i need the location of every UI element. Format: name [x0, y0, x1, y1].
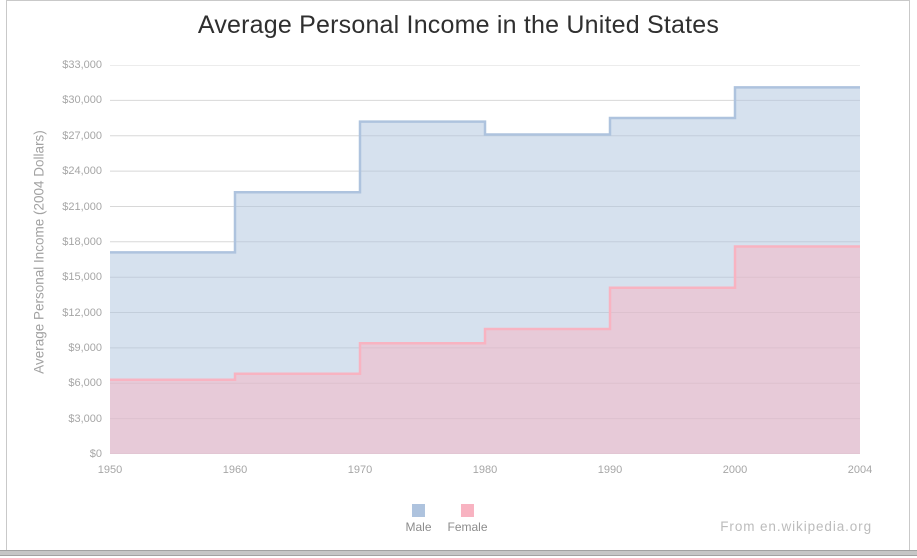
x-tick-label: 2004 — [847, 464, 873, 476]
y-tick-label: $33,000 — [62, 59, 102, 71]
y-tick-label: $0 — [89, 448, 102, 460]
legend-item-female: Female — [448, 504, 488, 534]
y-tick-label: $9,000 — [68, 341, 102, 354]
x-tick-label: 1950 — [97, 464, 123, 476]
y-tick-label: $12,000 — [62, 306, 102, 319]
attribution-text: From en.wikipedia.org — [720, 519, 872, 534]
area-female — [110, 246, 860, 454]
legend-swatch-female-icon — [461, 504, 474, 517]
chart-title: Average Personal Income in the United St… — [197, 11, 720, 39]
x-tick-label: 1980 — [472, 464, 498, 476]
x-tick-label: 2000 — [722, 464, 748, 476]
plot-area — [110, 65, 860, 454]
legend: Male Female — [405, 504, 488, 534]
legend-label-male: Male — [405, 520, 432, 534]
window-bottom-edge — [0, 550, 917, 556]
legend-item-male: Male — [405, 504, 432, 534]
y-tick-label: $15,000 — [62, 271, 102, 284]
y-tick-label: $3,000 — [68, 412, 102, 425]
y-tick-label: $18,000 — [62, 235, 102, 248]
y-tick-label: $24,000 — [62, 165, 102, 178]
x-tick-label: 1960 — [222, 464, 248, 476]
line-male — [110, 86, 860, 254]
y-tick-label: $27,000 — [62, 129, 102, 142]
y-tick-label: $21,000 — [62, 200, 102, 213]
x-tick-label: 1970 — [347, 464, 373, 476]
x-tick-label: 1990 — [597, 464, 623, 476]
y-tick-label: $30,000 — [62, 94, 102, 107]
y-tick-label: $6,000 — [68, 377, 102, 390]
legend-swatch-male-icon — [411, 504, 425, 517]
legend-label-female: Female — [447, 520, 488, 534]
line-female — [110, 245, 860, 381]
